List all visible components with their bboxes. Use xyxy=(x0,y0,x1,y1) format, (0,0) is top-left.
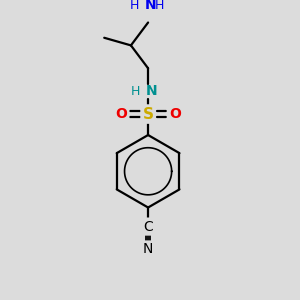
Text: H: H xyxy=(131,85,140,98)
Text: N: N xyxy=(145,0,157,12)
Text: C: C xyxy=(143,220,153,234)
Text: S: S xyxy=(142,106,154,122)
Text: N: N xyxy=(143,242,153,256)
Text: N: N xyxy=(146,84,158,98)
Text: O: O xyxy=(169,107,181,121)
Text: O: O xyxy=(116,107,127,121)
Text: H: H xyxy=(130,0,140,12)
Text: H: H xyxy=(155,0,164,12)
